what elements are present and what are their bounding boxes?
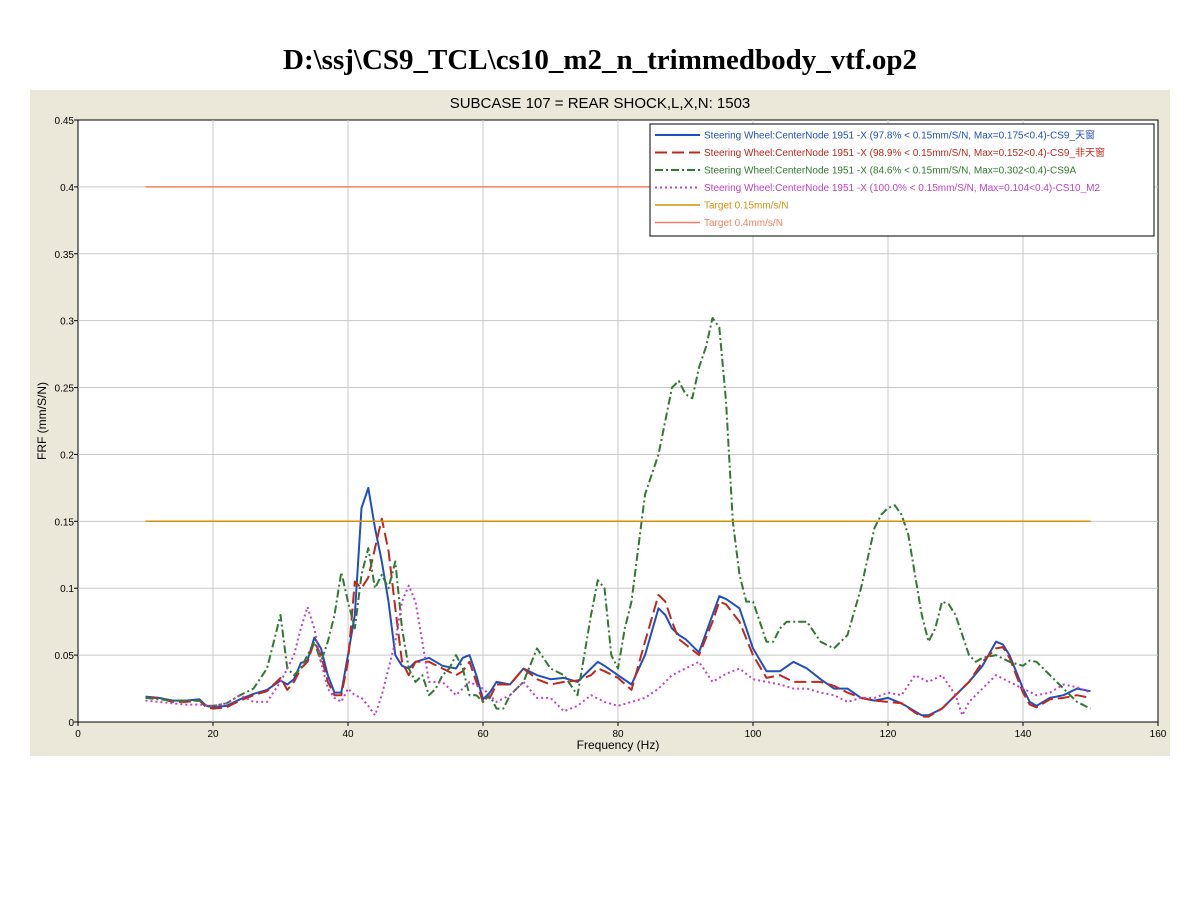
legend-box <box>649 123 1155 237</box>
y-tick-label: 0.45 <box>55 116 75 127</box>
x-tick-label: 120 <box>880 729 897 740</box>
x-tick-label: 0 <box>75 729 81 740</box>
x-tick-label: 160 <box>1150 729 1167 740</box>
x-tick-label: 40 <box>342 729 354 740</box>
y-tick-label: 0.35 <box>55 250 75 261</box>
y-tick-label: 0.3 <box>60 317 74 328</box>
frf-line-chart: SUBCASE 107 = REAR SHOCK,L,X,N: 1503 0 20… <box>35 95 1167 752</box>
y-tick-label: 0.05 <box>55 651 75 662</box>
x-tick-label: 100 <box>745 729 762 740</box>
chart-frame: SUBCASE 107 = REAR SHOCK,L,X,N: 1503 0 20… <box>30 90 1170 756</box>
x-tick-label: 140 <box>1015 729 1032 740</box>
x-tick-label: 60 <box>477 729 489 740</box>
legend-entry-1: Steering Wheel:CenterNode 1951 -X (97.8%… <box>704 129 1095 142</box>
y-tick-label: 0.4 <box>60 183 74 194</box>
page-title: D:\ssj\CS9_TCL\cs10_m2_n_trimmedbody_vtf… <box>283 44 917 76</box>
legend-entry-3: Steering Wheel:CenterNode 1951 -X (84.6%… <box>704 166 1076 177</box>
series-line-1 <box>145 486 1091 717</box>
x-axis-label: Frequency (Hz) <box>577 738 660 752</box>
series-layer <box>145 186 1091 718</box>
chart-title: SUBCASE 107 = REAR SHOCK,L,X,N: 1503 <box>450 95 751 112</box>
x-tick-label: 20 <box>207 729 219 740</box>
series-line-2 <box>145 517 1091 718</box>
y-tick-label: 0.25 <box>55 384 75 395</box>
legend-entry-5: Target 0.15mm/s/N <box>704 201 788 212</box>
series-line-3 <box>145 317 1091 710</box>
x-tick-label: 80 <box>612 729 624 740</box>
y-tick-label: 0.2 <box>60 450 74 461</box>
y-tick-label: 0.15 <box>55 517 75 528</box>
legend: Steering Wheel:CenterNode 1951 -X (97.8%… <box>649 123 1155 237</box>
legend-entry-6: Target 0.4mm/s/N <box>704 218 783 229</box>
y-axis-label: FRF (mm/S/N) <box>35 382 49 460</box>
legend-entry-4: Steering Wheel:CenterNode 1951 -X (100.0… <box>704 183 1100 194</box>
tick-layer: 0 20 40 60 80 100 120 140 160 0 0.05 0.1 0.15 0.2 0.25… <box>55 116 1167 740</box>
legend-entry-2: Steering Wheel:CenterNode 1951 -X (98.9%… <box>704 146 1105 159</box>
y-tick-label: 0 <box>68 718 74 729</box>
series-line-4 <box>145 584 1091 717</box>
y-tick-label: 0.1 <box>60 584 74 595</box>
